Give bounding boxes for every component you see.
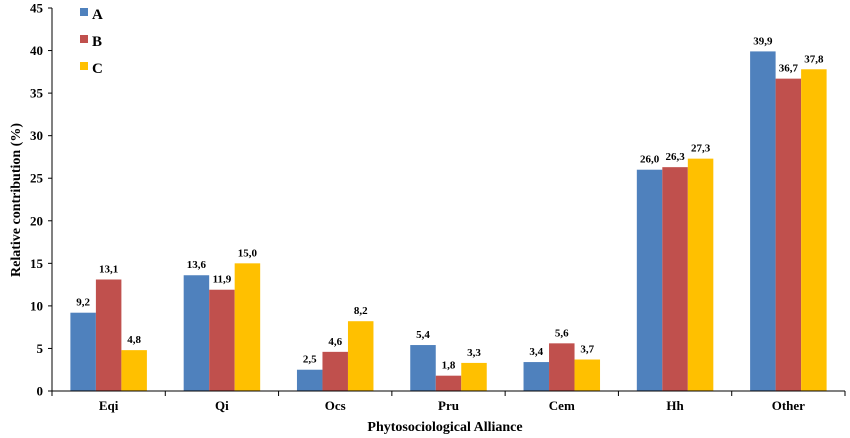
data-label-B-Pru: 1,8 bbox=[442, 360, 456, 372]
data-label-C-Cem: 3,7 bbox=[580, 344, 594, 356]
bar-C-Ocs bbox=[347, 321, 374, 391]
axes bbox=[51, 8, 845, 392]
y-tick-label: 0 bbox=[37, 384, 44, 399]
x-tick-label: Eqi bbox=[99, 398, 119, 413]
data-label-B-Hh: 26,3 bbox=[665, 151, 685, 163]
y-axis-title: Relative contribution (%) bbox=[9, 123, 24, 277]
data-label-C-Qi: 15,0 bbox=[238, 247, 258, 259]
data-label-C-Pru: 3,3 bbox=[467, 347, 481, 359]
bar-A-Cem bbox=[523, 362, 550, 391]
y-tick-label: 20 bbox=[30, 213, 43, 228]
bar-C-Pru bbox=[461, 362, 487, 391]
y-tick-label: 5 bbox=[37, 341, 44, 356]
data-label-B-Cem: 5,6 bbox=[555, 327, 569, 339]
x-tick-label: Hh bbox=[666, 398, 684, 413]
data-labels-layer: 9,2 13,1 4,8 13,6 11,9 15,0 2,5 4,6 8,2 5,4 1,8 3,3… bbox=[76, 35, 824, 371]
data-label-C-Ocs: 8,2 bbox=[354, 305, 368, 317]
y-tick-label: 10 bbox=[30, 298, 43, 313]
y-tick-label: 25 bbox=[30, 171, 44, 186]
y-tick-label: 30 bbox=[30, 128, 43, 143]
data-label-A-Eqi: 9,2 bbox=[76, 297, 90, 309]
data-label-B-Ocs: 4,6 bbox=[328, 336, 342, 348]
x-tick-label: Pru bbox=[438, 398, 459, 413]
data-label-B-Other: 36,7 bbox=[779, 63, 799, 75]
data-label-A-Hh: 26,0 bbox=[640, 154, 660, 166]
data-label-B-Eqi: 13,1 bbox=[99, 264, 118, 276]
bar-C-Hh bbox=[687, 158, 714, 391]
bars-layer bbox=[70, 51, 827, 392]
x-tick-label: Other bbox=[772, 398, 805, 413]
bar-A-Pru bbox=[410, 345, 436, 391]
y-tick-label: 45 bbox=[30, 1, 44, 16]
legend-label-C: C bbox=[92, 61, 103, 77]
bar-A-Hh bbox=[636, 169, 663, 391]
data-label-A-Ocs: 2,5 bbox=[303, 354, 317, 366]
bar-C-Eqi bbox=[121, 350, 147, 391]
bar-B-Other bbox=[775, 78, 802, 392]
data-label-C-Hh: 27,3 bbox=[691, 143, 711, 155]
bar-B-Cem bbox=[549, 343, 575, 391]
legend-label-B: B bbox=[92, 34, 102, 50]
bar-B-Eqi bbox=[95, 279, 122, 391]
data-label-A-Pru: 5,4 bbox=[416, 329, 430, 341]
data-label-B-Qi: 11,9 bbox=[213, 274, 232, 286]
data-label-C-Other: 37,8 bbox=[804, 53, 824, 65]
x-axis-category-labels: Eqi Qi Ocs Pru Cem Hh Other bbox=[51, 391, 846, 413]
bar-A-Ocs bbox=[296, 369, 323, 391]
data-label-A-Qi: 13,6 bbox=[187, 259, 207, 271]
legend: ABC bbox=[80, 7, 103, 77]
legend-swatch-C bbox=[80, 62, 88, 70]
x-tick-label: Cem bbox=[549, 398, 575, 413]
x-tick-label: Qi bbox=[215, 398, 229, 413]
data-label-A-Cem: 3,4 bbox=[529, 346, 543, 358]
data-label-A-Other: 39,9 bbox=[753, 35, 773, 47]
bar-A-Qi bbox=[183, 275, 210, 391]
legend-label-A: A bbox=[92, 7, 103, 23]
bar-B-Hh bbox=[662, 167, 688, 391]
bar-A-Other bbox=[750, 51, 776, 391]
y-tick-label: 40 bbox=[30, 43, 43, 58]
x-tick-label: Ocs bbox=[325, 398, 346, 413]
x-axis-title: Phytosociological Alliance bbox=[367, 420, 522, 435]
bar-B-Ocs bbox=[322, 351, 348, 391]
y-tick-label: 15 bbox=[30, 256, 44, 271]
bar-C-Cem bbox=[574, 359, 601, 391]
y-axis-ticks: 0 5 10 15 20 25 30 35 40 45 bbox=[30, 1, 52, 399]
bar-B-Qi bbox=[209, 289, 235, 391]
legend-swatch-A bbox=[80, 8, 88, 16]
y-tick-label: 35 bbox=[30, 86, 44, 101]
bar-C-Other bbox=[801, 69, 827, 391]
data-label-C-Eqi: 4,8 bbox=[127, 334, 141, 346]
bar-B-Pru bbox=[435, 375, 462, 391]
bar-C-Qi bbox=[234, 263, 261, 391]
legend-swatch-B bbox=[80, 35, 88, 43]
bar-A-Eqi bbox=[70, 312, 96, 391]
